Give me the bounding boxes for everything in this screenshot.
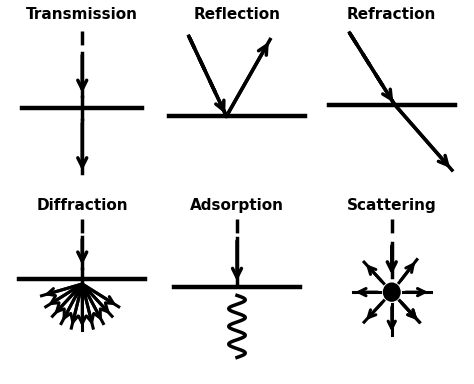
Title: Adsorption: Adsorption — [190, 197, 284, 213]
Title: Scattering: Scattering — [347, 197, 437, 213]
Title: Reflection: Reflection — [193, 7, 281, 22]
Title: Diffraction: Diffraction — [36, 197, 128, 213]
Title: Transmission: Transmission — [26, 7, 138, 22]
Title: Refraction: Refraction — [347, 7, 437, 22]
Circle shape — [383, 283, 400, 301]
